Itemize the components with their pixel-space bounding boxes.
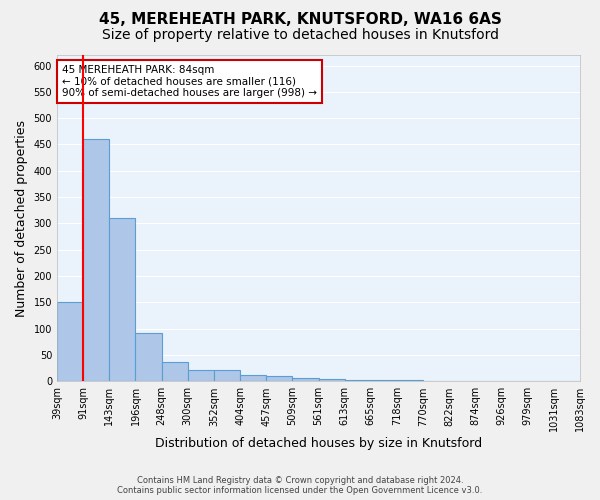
Bar [292,378,319,382]
Text: Contains HM Land Registry data © Crown copyright and database right 2024.
Contai: Contains HM Land Registry data © Crown c… [118,476,482,495]
Bar [83,139,109,382]
Bar [449,381,475,382]
Bar [136,333,161,382]
Bar [397,380,423,382]
Bar [57,302,83,382]
Bar [161,362,188,382]
Text: 45 MEREHEATH PARK: 84sqm
← 10% of detached houses are smaller (116)
90% of semi-: 45 MEREHEATH PARK: 84sqm ← 10% of detach… [62,65,317,98]
Y-axis label: Number of detached properties: Number of detached properties [15,120,28,316]
Bar [319,379,344,382]
Text: Size of property relative to detached houses in Knutsford: Size of property relative to detached ho… [101,28,499,42]
Text: 45, MEREHEATH PARK, KNUTSFORD, WA16 6AS: 45, MEREHEATH PARK, KNUTSFORD, WA16 6AS [98,12,502,28]
Bar [475,381,502,382]
Bar [423,381,449,382]
Bar [188,370,214,382]
Bar [109,218,136,382]
Bar [371,380,397,382]
Bar [344,380,371,382]
X-axis label: Distribution of detached houses by size in Knutsford: Distribution of detached houses by size … [155,437,482,450]
Bar [240,375,266,382]
Bar [214,370,240,382]
Bar [266,376,292,382]
